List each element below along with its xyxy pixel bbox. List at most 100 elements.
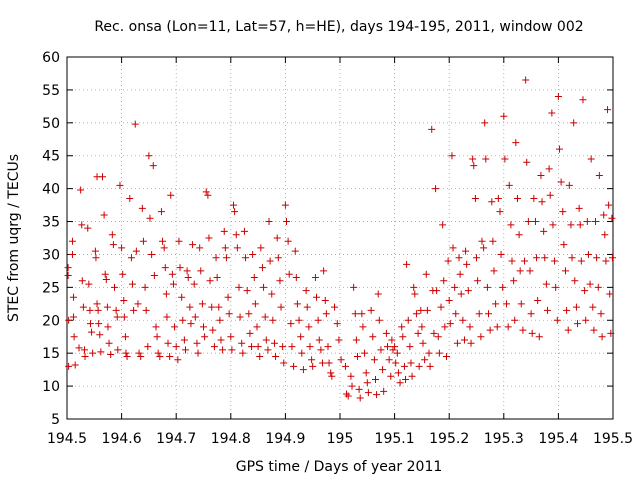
data-point [95,320,103,328]
data-point [220,227,228,235]
data-point [408,372,416,380]
data-point [180,336,188,344]
data-point [522,76,530,84]
data-point [264,346,272,354]
data-point [524,218,532,226]
data-point [428,125,436,133]
data-point [306,343,314,351]
data-point [534,297,542,305]
data-point [440,277,448,285]
data-point [70,293,78,301]
data-point [161,264,169,272]
data-point [478,237,486,245]
data-point [85,280,93,288]
data-point [248,343,256,351]
data-point [139,237,147,245]
data-point [81,352,89,360]
y-tick-label: 20 [42,313,60,329]
data-point [589,303,597,311]
data-point [382,329,390,337]
data-point [467,339,475,347]
data-point [328,372,336,380]
data-point [560,241,568,249]
data-point [380,387,388,395]
data-point [557,178,565,186]
data-point [254,343,262,351]
data-point [375,316,383,324]
data-point [204,191,212,199]
data-point [331,303,339,311]
data-point [605,201,613,209]
data-point [488,198,496,206]
data-point [105,339,113,347]
data-point [608,214,616,222]
data-point [570,119,578,127]
data-point [546,191,554,199]
data-point [240,227,248,235]
data-point [475,310,483,318]
data-point [528,329,536,337]
data-point [384,343,392,351]
data-point [280,359,288,367]
data-point [542,280,550,288]
data-point [113,313,121,321]
y-tick-label: 10 [42,379,60,395]
data-point [404,316,412,324]
x-tick-label: 195.1 [375,431,415,447]
data-point [80,346,88,354]
data-point [111,283,119,291]
data-point [208,303,216,311]
data-point [210,343,218,351]
data-point [299,366,307,374]
data-point [463,260,471,268]
data-point [191,313,199,321]
data-point [114,346,122,354]
data-point [272,352,280,360]
data-point [482,155,490,163]
data-point [568,254,576,262]
data-point [239,349,247,357]
data-point [137,352,145,360]
data-point [221,244,229,252]
data-point [64,272,72,280]
data-point [490,267,498,275]
data-point [579,96,587,104]
data-point [583,218,591,226]
data-point [501,155,509,163]
data-point [494,195,502,203]
data-point [167,191,175,199]
data-point [358,310,366,318]
data-point [233,244,241,252]
data-point [607,329,615,337]
data-point [322,310,330,318]
data-point [423,306,431,314]
data-point [600,211,608,219]
data-point [425,349,433,357]
data-point [496,208,504,216]
data-point [116,181,124,189]
data-point [197,267,205,275]
data-point [70,313,78,321]
data-point [355,385,363,393]
data-point [481,119,489,127]
data-point [448,152,456,160]
data-point [543,306,551,314]
data-point [410,283,418,291]
data-point [65,316,73,324]
data-point [64,264,72,272]
data-point [594,283,602,291]
data-point [107,350,115,358]
data-point [97,348,105,356]
data-point [302,287,310,295]
data-point [417,306,425,314]
data-point [162,290,170,298]
data-point [91,247,99,255]
data-point [344,392,352,400]
data-point [194,349,202,357]
data-point [565,181,573,189]
data-point [499,283,507,291]
data-point [93,300,101,308]
data-point [453,339,461,347]
data-point [399,333,407,341]
